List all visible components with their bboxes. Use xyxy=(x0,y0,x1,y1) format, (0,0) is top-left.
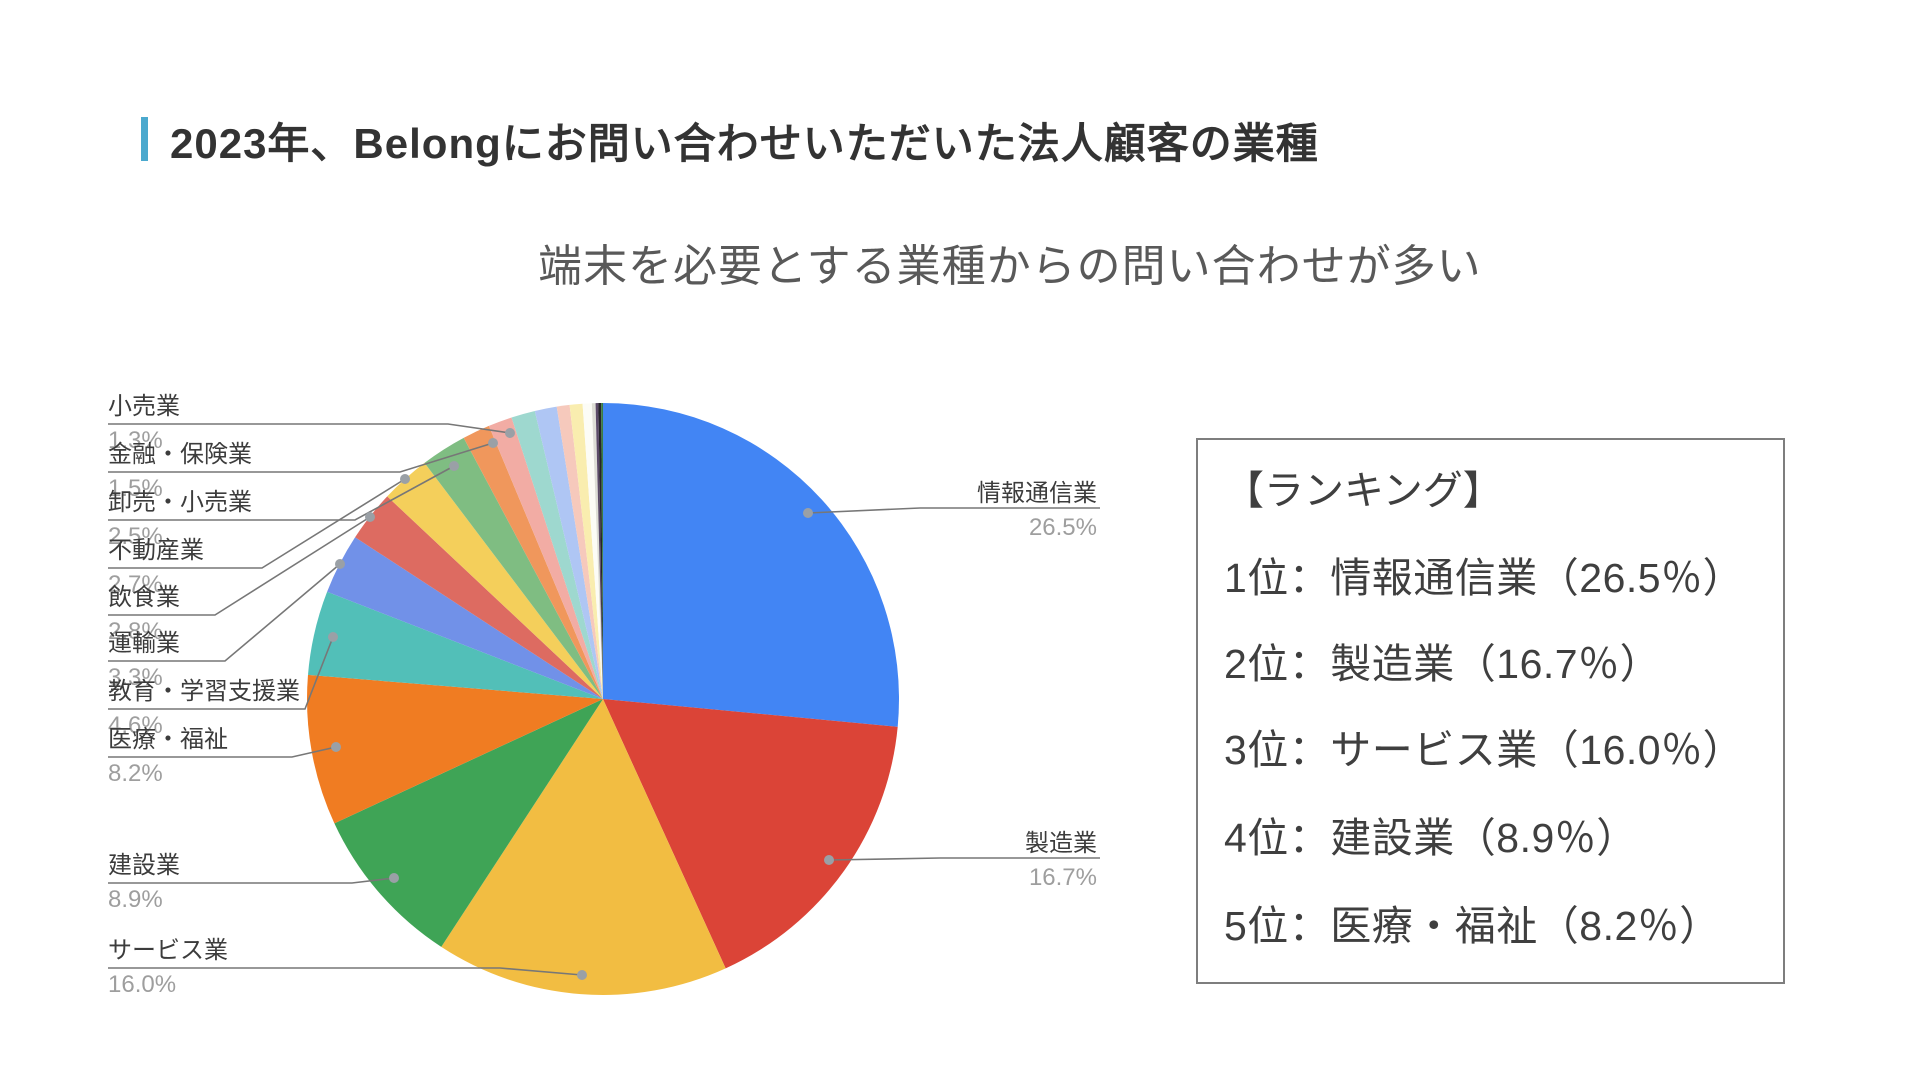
pie-slice-small-18 xyxy=(595,403,603,699)
pie-slice-small-19 xyxy=(598,403,603,699)
callout-line xyxy=(108,516,371,616)
pie-slice-small-16 xyxy=(582,403,603,699)
pie-slice-small-13 xyxy=(534,406,603,699)
pie-slice-情報通信業 xyxy=(603,403,900,727)
callout-dot xyxy=(803,508,813,518)
pie-slice-サービス業 xyxy=(441,699,726,996)
pie-slice-small-20 xyxy=(601,403,603,699)
pie-label-pct: 2.7% xyxy=(108,571,163,598)
pie-label-name: 不動産業 xyxy=(108,537,204,564)
pie-label-pct: 2.5% xyxy=(108,523,163,550)
callout-line xyxy=(108,423,511,434)
pie-label-pct: 16.7% xyxy=(1028,864,1097,891)
pie-label-name: 小売業 xyxy=(108,393,180,420)
pie-label-manufacturing: 製造業 16.7% xyxy=(935,830,1097,891)
pie-label-name: 建設業 xyxy=(108,852,180,879)
pie-label-name: 医療・福祉 xyxy=(108,726,228,753)
ranking-heading: 【ランキング】 xyxy=(1224,469,1503,513)
pie-label-name: 教育・学習支援業 xyxy=(108,678,300,705)
pie-label-education-support: 教育・学習支援業 4.6% xyxy=(108,678,300,739)
pie-slice-卸売・小売業 xyxy=(424,437,603,699)
chart-subtitle: 端末を必要とする業種からの問い合わせが多い xyxy=(538,242,1482,291)
callout-dot xyxy=(824,855,834,865)
ranking-row: 4位：建設業（8.9％） xyxy=(1224,815,1638,861)
pie-label-pct: 4.6% xyxy=(108,712,163,739)
callout-lines xyxy=(108,423,1100,976)
callout-line xyxy=(108,442,494,473)
pie-label-name: 卸売・小売業 xyxy=(108,489,252,516)
pie-label-pct: 1.3% xyxy=(108,427,163,454)
pie-label-pct: 2.8% xyxy=(108,618,163,645)
pie-slice-建設業 xyxy=(334,699,603,947)
callout-dot xyxy=(400,474,410,484)
ranking-row: 5位：医療・福祉（8.2％） xyxy=(1224,903,1721,949)
pie-label-name: 情報通信業 xyxy=(977,480,1097,507)
callout-dot xyxy=(505,428,515,438)
pie-label-name: 金融・保険業 xyxy=(108,441,252,468)
pie-label-name: 運輸業 xyxy=(108,630,180,657)
callout-line xyxy=(108,746,337,758)
callout-dot xyxy=(335,559,345,569)
pie-label-info-communications: 情報通信業 26.5% xyxy=(935,480,1097,541)
pie-label-name: 製造業 xyxy=(1025,830,1097,857)
callout-dot xyxy=(449,461,459,471)
pie-label-construction: 建設業 8.9% xyxy=(108,852,180,913)
pie-label-transport: 運輸業 3.3% xyxy=(108,630,180,691)
pie-label-real-estate: 不動産業 2.7% xyxy=(108,537,204,598)
pie-label-pct: 26.5% xyxy=(1028,514,1097,541)
callout-line xyxy=(828,857,1100,861)
callout-dot xyxy=(389,873,399,883)
pie-slice-運輸業 xyxy=(327,537,603,699)
pie-slice-飲食業 xyxy=(355,496,603,699)
callout-line xyxy=(108,636,334,710)
title-accent-bar xyxy=(141,117,148,161)
callout-line xyxy=(807,507,1100,514)
callout-line xyxy=(108,478,406,569)
page-title: 2023年、Belongにお問い合わせいただいた法人顧客の業種 xyxy=(170,120,1319,167)
pie-slice-不動産業 xyxy=(387,462,603,699)
ranking-box: 【ランキング】 1位：情報通信業（26.5％） 2位：製造業（16.7％） 3位… xyxy=(1196,438,1785,984)
pie-label-pct: 8.9% xyxy=(108,886,163,913)
pie-label-pct: 16.0% xyxy=(108,971,177,998)
pie-label-medical-welfare: 医療・福祉 8.2% xyxy=(108,726,228,787)
pie-label-wholesale-retail: 卸売・小売業 2.5% xyxy=(108,489,252,550)
ranking-row: 3位：サービス業（16.0％） xyxy=(1224,727,1745,773)
ranking-row: 2位：製造業（16.7％） xyxy=(1224,641,1662,687)
callout-dot xyxy=(488,438,498,448)
pie-label-name: サービス業 xyxy=(108,937,228,964)
pie-slice-small-15 xyxy=(569,403,603,699)
pie-slice-教育・学習支援業 xyxy=(307,591,603,699)
pie-label-services: サービス業 16.0% xyxy=(108,937,228,998)
pie-label-pct: 1.5% xyxy=(108,475,163,502)
pie-label-finance-insurance: 金融・保険業 1.5% xyxy=(108,441,252,502)
pie-label-restaurant: 飲食業 2.8% xyxy=(108,584,180,645)
ranking-row: 1位：情報通信業（26.5％） xyxy=(1224,555,1745,601)
callout-line xyxy=(108,465,455,521)
pie-label-retail: 小売業 1.3% xyxy=(108,393,180,454)
callout-dot xyxy=(577,970,587,980)
pie-label-pct: 3.3% xyxy=(108,664,163,691)
callout-dot xyxy=(328,632,338,642)
pie-slice-small-17 xyxy=(591,403,603,699)
pie-slice-製造業 xyxy=(603,699,898,969)
callout-line xyxy=(108,967,583,976)
pie-slice-医療・福祉 xyxy=(307,674,603,824)
callout-dots xyxy=(328,428,834,980)
pie-slice-small-14 xyxy=(556,404,603,699)
callout-line xyxy=(108,563,341,662)
pie-slice-小売業 xyxy=(488,417,603,699)
pie-slices xyxy=(307,403,900,996)
pie-slice-small-12 xyxy=(511,410,603,699)
callout-dot xyxy=(331,742,341,752)
callout-line xyxy=(108,877,395,884)
pie-label-name: 飲食業 xyxy=(108,584,180,611)
pie-label-pct: 8.2% xyxy=(108,760,163,787)
pie-slice-金融・保険業 xyxy=(463,425,603,699)
callout-dot xyxy=(365,512,375,522)
